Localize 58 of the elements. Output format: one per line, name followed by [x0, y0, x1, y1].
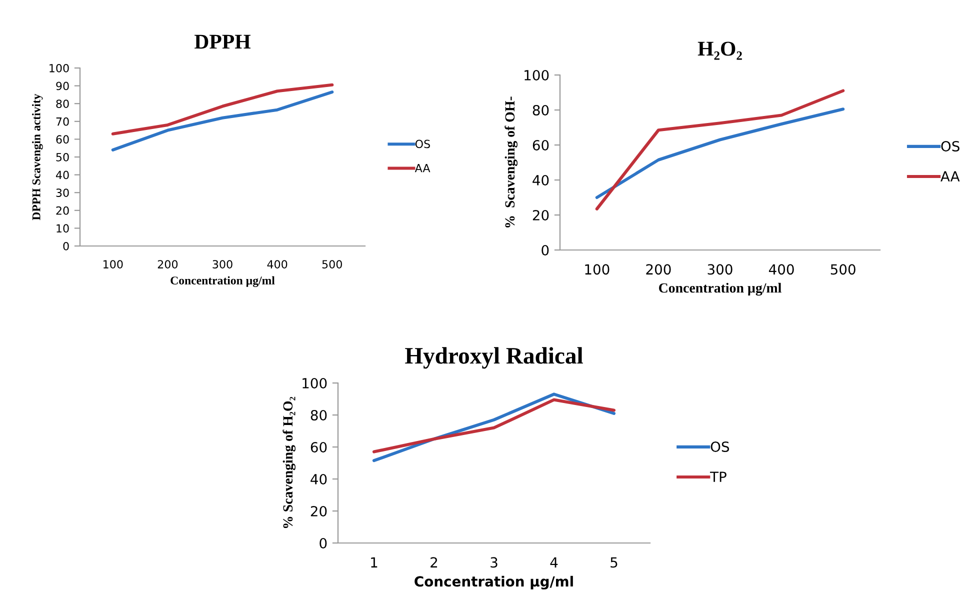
- legend-label: OS: [415, 140, 430, 148]
- x-tick-label: 500: [322, 260, 342, 268]
- legend-label: TP: [710, 472, 726, 482]
- x-tick-label: 200: [158, 260, 178, 268]
- y-tick-label: 40: [310, 474, 327, 484]
- y-tick-label: 100: [50, 64, 69, 72]
- x-tick-label: 200: [646, 264, 671, 275]
- y-tick-label: 20: [56, 206, 69, 215]
- x-tick-label: 500: [830, 264, 856, 275]
- x-axis-title: Concentration µg/ml: [414, 576, 573, 590]
- y-tick-label: 100: [524, 70, 549, 80]
- x-tick-label: 1: [371, 557, 378, 568]
- y-tick-label: 20: [532, 210, 549, 220]
- y-tick-label: 10: [56, 224, 69, 233]
- x-axis-title: Concentration µg/ml: [170, 276, 275, 287]
- y-tick-label: 0: [320, 538, 327, 548]
- x-tick-label: 3: [490, 557, 498, 568]
- legend-label: AA: [414, 164, 430, 172]
- y-tick-label: 90: [56, 82, 69, 90]
- legend-label: AA: [940, 171, 960, 182]
- y-tick-label: 30: [56, 188, 69, 197]
- legend-label: OS: [710, 441, 730, 452]
- legend-label: OS: [941, 140, 960, 152]
- x-tick-label: 400: [267, 260, 288, 268]
- x-tick-label: 300: [212, 260, 232, 268]
- y-tick-label: 40: [532, 174, 549, 186]
- y-tick-label: 50: [56, 152, 69, 162]
- x-tick-label: 2: [430, 557, 438, 568]
- line-series: [372, 398, 616, 454]
- x-tick-label: 5: [610, 557, 618, 568]
- y-axis-title: % Scavenging of H₂O₂: [282, 396, 296, 528]
- y-tick-label: 60: [532, 140, 549, 150]
- x-tick-label: 300: [708, 264, 732, 275]
- y-tick-label: 80: [532, 104, 549, 116]
- chart-title: Hydroxyl Radical: [405, 347, 583, 369]
- line-series: [595, 89, 845, 210]
- y-axis-title: DPPH Scavengin activity: [32, 94, 43, 220]
- x-tick-label: 400: [768, 264, 794, 275]
- chart-title: DPPH: [194, 34, 251, 49]
- y-tick-label: 70: [56, 117, 69, 126]
- x-axis-title: Concentration µg/ml: [659, 282, 782, 296]
- x-tick-label: 100: [104, 260, 123, 268]
- y-tick-label: 80: [310, 410, 327, 420]
- y-axis-title: % Scavenging of OH-: [504, 96, 518, 228]
- y-tick-label: 0: [542, 244, 549, 256]
- x-tick-label: 4: [550, 557, 558, 568]
- y-tick-label: 20: [310, 506, 327, 516]
- chart-title: H₂O₂: [698, 42, 742, 60]
- y-tick-label: 60: [310, 442, 327, 452]
- line-series: [111, 83, 334, 136]
- y-tick-label: 0: [63, 242, 69, 250]
- y-tick-label: 80: [56, 100, 69, 108]
- y-tick-label: 60: [56, 135, 69, 144]
- x-tick-label: 100: [585, 264, 610, 275]
- line-series: [111, 90, 334, 152]
- y-tick-label: 40: [56, 170, 69, 180]
- line-series: [595, 108, 845, 200]
- y-tick-label: 100: [302, 378, 327, 388]
